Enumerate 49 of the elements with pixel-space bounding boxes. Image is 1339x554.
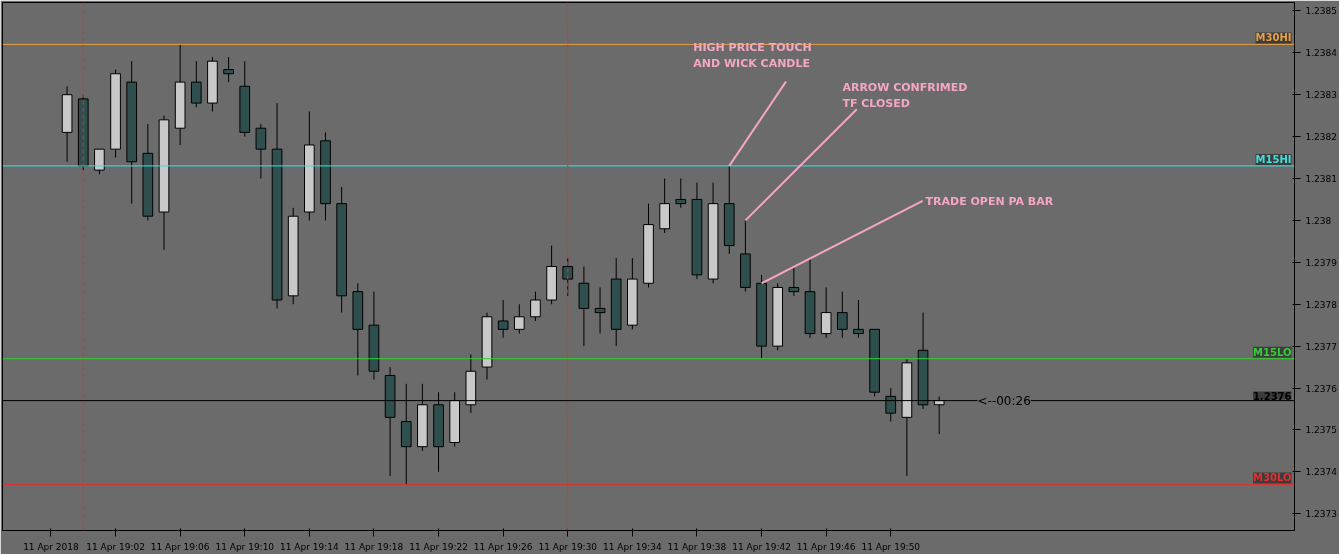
y-tick-label: 1.2375 — [1305, 425, 1337, 436]
candlestick — [497, 299, 509, 339]
x-tick-label: 11 Apr 19:02 — [86, 541, 145, 552]
x-tick-label: 11 Apr 19:38 — [667, 541, 727, 552]
y-tick-label: 1.2379 — [1305, 257, 1338, 268]
candlestick — [94, 148, 105, 175]
y-tick-label: 1.2377 — [1305, 341, 1337, 352]
candlestick — [530, 291, 541, 322]
candlestick — [820, 286, 832, 339]
y-tick-label: 1.2373 — [1305, 509, 1337, 520]
x-tick-label: 11 Apr 19:42 — [732, 541, 791, 552]
x-tick-label: 11 Apr 19:10 — [215, 541, 275, 552]
y-tick-label: 1.2376 — [1305, 383, 1338, 394]
annotation: HIGH PRICE TOUCH AND WICK CANDLE — [693, 40, 812, 70]
y-tick-label: 1.2378 — [1305, 299, 1338, 310]
annotation: ARROW CONFRIMED TF CLOSED — [842, 81, 968, 110]
ref-line-label: 1.2376 — [1252, 390, 1292, 402]
x-tick-label: 11 Apr 19:50 — [861, 541, 921, 552]
x-tick-label: 11 Apr 19:14 — [280, 541, 339, 552]
x-tick-label: 11 Apr 19:30 — [538, 541, 598, 552]
x-tick-label: 11 Apr 19:06 — [150, 541, 210, 552]
candlestick — [190, 60, 202, 108]
x-tick-label: 11 Apr 19:46 — [796, 541, 856, 552]
x-tick-label: 11 Apr 19:22 — [409, 541, 468, 552]
y-tick-label: 1.2385 — [1305, 6, 1337, 17]
candlestick — [788, 266, 800, 297]
x-tick-label: 11 Apr 19:34 — [603, 541, 662, 552]
y-tick-label: 1.2383 — [1305, 90, 1337, 101]
x-tick-label: 11 Apr 19:18 — [344, 541, 404, 552]
y-tick-label: 1.2382 — [1305, 132, 1337, 143]
annotation: TRADE OPEN PA BAR — [925, 195, 1054, 209]
candlestick — [836, 291, 848, 339]
ref-line-label: M30HI — [1255, 32, 1292, 44]
y-tick-label: 1.2384 — [1305, 48, 1338, 59]
annotation: <--00:26 — [977, 393, 1031, 408]
candlestick — [255, 123, 267, 179]
y-tick-label: 1.2381 — [1305, 174, 1337, 184]
candlestick — [223, 56, 234, 83]
candlestick — [853, 299, 864, 339]
x-tick-label: 11 Apr 19:26 — [473, 541, 533, 552]
candlestick — [594, 286, 606, 335]
candlestick — [675, 178, 687, 209]
y-tick-label: 1.238 — [1305, 215, 1332, 226]
x-tick-label: 11 Apr 2018 — [23, 541, 80, 552]
y-tick-label: 1.2374 — [1305, 467, 1338, 478]
ref-line-label: M15HI — [1255, 153, 1292, 165]
ref-line-label: M15LO — [1253, 346, 1292, 358]
ref-line-label: M30LO — [1253, 472, 1292, 484]
candlestick — [513, 303, 525, 335]
